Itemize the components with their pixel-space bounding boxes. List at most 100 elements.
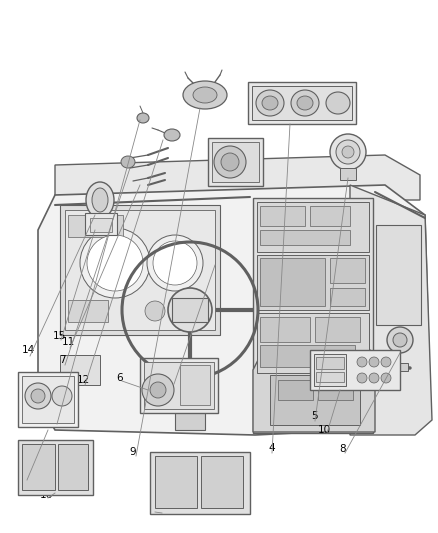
Bar [60, 205, 220, 335]
Ellipse shape [262, 96, 278, 110]
Bar [260, 258, 325, 306]
Bar [270, 375, 360, 425]
Bar [316, 372, 344, 382]
Bar [252, 86, 352, 120]
Text: 16: 16 [39, 490, 53, 500]
Text: 15: 15 [53, 331, 66, 341]
Ellipse shape [193, 87, 217, 103]
Bar [208, 138, 263, 186]
Bar [257, 202, 369, 252]
Text: 6: 6 [117, 373, 124, 383]
Polygon shape [55, 155, 420, 200]
Text: 16: 16 [153, 505, 166, 515]
Ellipse shape [256, 90, 284, 116]
Ellipse shape [150, 382, 166, 398]
Bar [253, 198, 373, 433]
Bar [248, 82, 356, 124]
Ellipse shape [52, 386, 72, 406]
Bar [340, 168, 356, 180]
Bar [175, 410, 205, 430]
Bar [201, 456, 243, 508]
Bar [260, 345, 355, 367]
Ellipse shape [86, 182, 114, 218]
Ellipse shape [342, 146, 354, 158]
Bar [58, 444, 88, 490]
Ellipse shape [387, 327, 413, 353]
Polygon shape [253, 350, 375, 432]
Bar [85, 213, 117, 235]
Ellipse shape [25, 383, 51, 409]
Bar [376, 225, 421, 325]
Ellipse shape [330, 134, 366, 170]
Bar [330, 288, 365, 306]
Bar [257, 255, 369, 310]
Ellipse shape [31, 389, 45, 403]
Ellipse shape [297, 96, 313, 110]
Bar [172, 298, 208, 322]
Bar [65, 210, 215, 330]
Ellipse shape [168, 288, 212, 332]
Bar [315, 317, 360, 342]
Text: 14: 14 [21, 345, 35, 355]
Bar [18, 372, 78, 427]
Bar [22, 444, 55, 490]
Bar [68, 215, 123, 237]
Ellipse shape [393, 333, 407, 347]
Bar [155, 456, 197, 508]
Ellipse shape [121, 156, 135, 168]
Text: 4: 4 [268, 443, 276, 453]
Bar [310, 350, 400, 390]
Text: 10: 10 [318, 425, 331, 435]
Bar [310, 206, 350, 226]
Text: 12: 12 [76, 375, 90, 385]
Ellipse shape [145, 301, 165, 321]
Ellipse shape [92, 188, 108, 212]
Text: 9: 9 [130, 447, 136, 457]
Ellipse shape [153, 241, 197, 285]
Text: 8: 8 [340, 444, 346, 454]
Bar [257, 313, 369, 373]
Ellipse shape [147, 235, 203, 291]
Ellipse shape [183, 81, 227, 109]
Polygon shape [350, 185, 432, 435]
Bar [260, 317, 310, 342]
Bar [150, 452, 250, 514]
Ellipse shape [214, 146, 246, 178]
Bar [180, 365, 210, 405]
Bar [68, 300, 108, 322]
Ellipse shape [137, 113, 149, 123]
Ellipse shape [381, 357, 391, 367]
Bar [358, 363, 408, 371]
Ellipse shape [336, 140, 360, 164]
Ellipse shape [369, 357, 379, 367]
Ellipse shape [221, 153, 239, 171]
Bar [260, 206, 305, 226]
Text: 13: 13 [48, 413, 62, 423]
Text: 5: 5 [311, 411, 317, 421]
Bar [90, 218, 112, 232]
Ellipse shape [326, 92, 350, 114]
Bar [18, 440, 93, 495]
Ellipse shape [381, 373, 391, 383]
Ellipse shape [142, 374, 174, 406]
Bar [144, 362, 214, 409]
Bar [140, 358, 218, 413]
Text: 7: 7 [59, 355, 65, 365]
Bar [330, 258, 365, 283]
Bar [278, 380, 313, 400]
Bar [314, 354, 346, 386]
Bar [60, 355, 100, 385]
Bar [22, 376, 74, 423]
Bar [260, 230, 350, 245]
Bar [316, 357, 344, 369]
Polygon shape [38, 185, 430, 435]
Bar [318, 380, 353, 400]
Ellipse shape [369, 373, 379, 383]
Ellipse shape [164, 129, 180, 141]
Text: 11: 11 [61, 337, 74, 347]
Ellipse shape [357, 373, 367, 383]
Ellipse shape [357, 357, 367, 367]
Ellipse shape [80, 228, 150, 298]
Bar [212, 142, 259, 182]
Text: 2: 2 [171, 373, 177, 383]
